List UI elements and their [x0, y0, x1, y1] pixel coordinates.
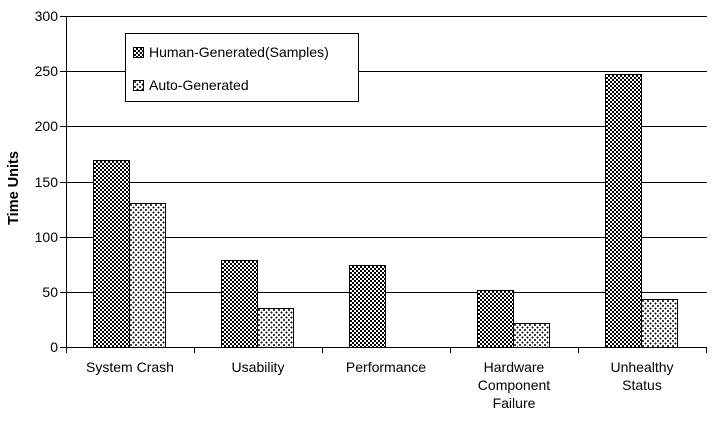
- legend-swatch-auto-generated: [133, 79, 144, 91]
- x-category-label-hardware-component-failure: Hardware Component Failure: [477, 359, 551, 411]
- gridline-100: [67, 237, 707, 238]
- bar-human-generated-samples-hardware-component-failure: [477, 290, 514, 348]
- bar-auto-generated-unhealthy-status: [641, 299, 678, 348]
- y-tick-100: [60, 237, 67, 238]
- x-tick-4: [578, 348, 579, 353]
- y-tick-150: [60, 182, 67, 183]
- bar-human-generated-samples-usability: [221, 260, 258, 348]
- gridline-250: [67, 71, 707, 72]
- legend-label-human-generated: Human-Generated(Samples): [149, 44, 329, 60]
- y-tick-label-150: 150: [34, 174, 58, 190]
- y-tick-label-50: 50: [42, 284, 58, 300]
- bar-human-generated-samples-performance: [349, 265, 386, 348]
- bar-auto-generated-usability: [257, 308, 294, 348]
- legend-label-auto-generated: Auto-Generated: [149, 77, 249, 93]
- y-tick-0: [60, 347, 67, 348]
- x-tick-1: [194, 348, 195, 353]
- y-tick-label-300: 300: [34, 8, 58, 24]
- y-tick-label-250: 250: [34, 63, 58, 79]
- y-tick-300: [60, 16, 67, 17]
- gridline-200: [67, 126, 707, 127]
- y-tick-label-100: 100: [34, 229, 58, 245]
- x-category-label-system-crash: System Crash: [86, 359, 174, 375]
- gridline-300: [67, 16, 707, 17]
- gridline-50: [67, 292, 707, 293]
- bar-auto-generated-hardware-component-failure: [513, 323, 550, 348]
- legend: Human-Generated(Samples) Auto-Generated: [125, 33, 359, 102]
- legend-swatch-human-generated: [133, 46, 144, 58]
- x-category-label-unhealthy-status: Unhealthy Status: [610, 359, 674, 393]
- y-tick-50: [60, 292, 67, 293]
- x-tick-5: [706, 348, 707, 353]
- gridline-150: [67, 182, 707, 183]
- x-category-label-performance: Performance: [345, 359, 427, 375]
- x-tick-0: [66, 348, 67, 353]
- y-tick-200: [60, 126, 67, 127]
- x-tick-2: [322, 348, 323, 353]
- x-axis-line: [66, 347, 707, 348]
- y-tick-label-0: 0: [50, 339, 58, 355]
- legend-item-auto-generated: Auto-Generated: [133, 78, 249, 92]
- y-tick-label-200: 200: [34, 118, 58, 134]
- legend-item-human-generated: Human-Generated(Samples): [133, 45, 329, 59]
- bar-auto-generated-system-crash: [129, 203, 166, 348]
- bar-human-generated-samples-system-crash: [93, 160, 130, 348]
- x-category-label-usability: Usability: [231, 359, 285, 375]
- y-tick-250: [60, 71, 67, 72]
- bar-human-generated-samples-unhealthy-status: [605, 74, 642, 348]
- x-tick-3: [450, 348, 451, 353]
